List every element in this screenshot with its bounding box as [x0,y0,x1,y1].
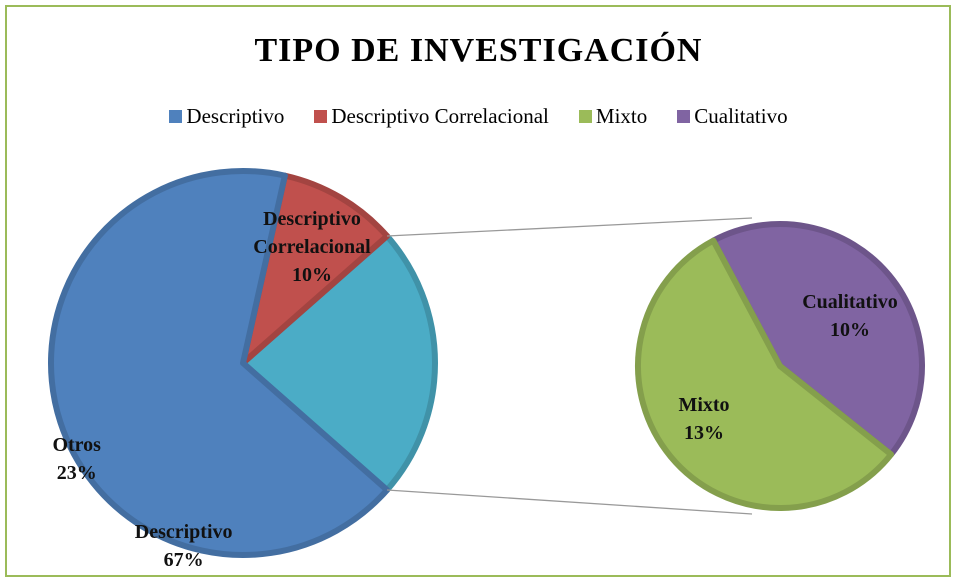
legend-swatch [314,110,328,123]
legend-entry: Descriptivo [169,104,284,129]
data-label-name: Cualitativo [802,291,898,313]
legend-label: Mixto [595,104,648,128]
slice [635,237,895,511]
data-label-value: 23% [56,462,97,484]
slice [710,221,925,458]
data-label-name: Otros [52,434,101,456]
legend-label: Cualitativo [694,104,788,128]
data-label: Descriptivo Correlacional 10% [227,205,397,289]
data-label-name: Mixto [678,394,730,416]
chart-title: TIPO DE INVESTIGACIÓN [254,32,703,69]
data-label: Cualitativo 10% [765,288,935,344]
data-label: Otros 23% [0,431,162,487]
legend-entry: Mixto [578,104,648,129]
data-label-name: Descriptivo Correlacional [253,208,371,258]
slice [48,168,391,558]
connector [386,217,753,237]
data-label-name: Descriptivo [134,520,233,543]
data-label-value: 10% [292,264,332,286]
data-label-value: 67% [163,548,204,571]
slice [240,172,391,366]
slice-other [240,233,438,493]
legend-label: Descriptivo [186,104,285,128]
data-label: Descriptivo 67% [99,518,269,574]
data-label-value: 13% [684,422,724,444]
data-label: Mixto 13% [619,391,789,447]
legend-entry: Cualitativo [677,104,788,129]
legend-swatch [578,110,592,123]
legend-entry: Descriptivo Correlacional [314,104,549,129]
data-label-value: 10% [830,319,870,341]
legend-swatch [169,110,183,123]
connector [386,489,753,515]
legend: Descriptivo Descriptivo Correlacional Mixt… [0,104,957,129]
legend-swatch [677,110,691,123]
legend-label: Descriptivo Correlacional [331,104,549,128]
